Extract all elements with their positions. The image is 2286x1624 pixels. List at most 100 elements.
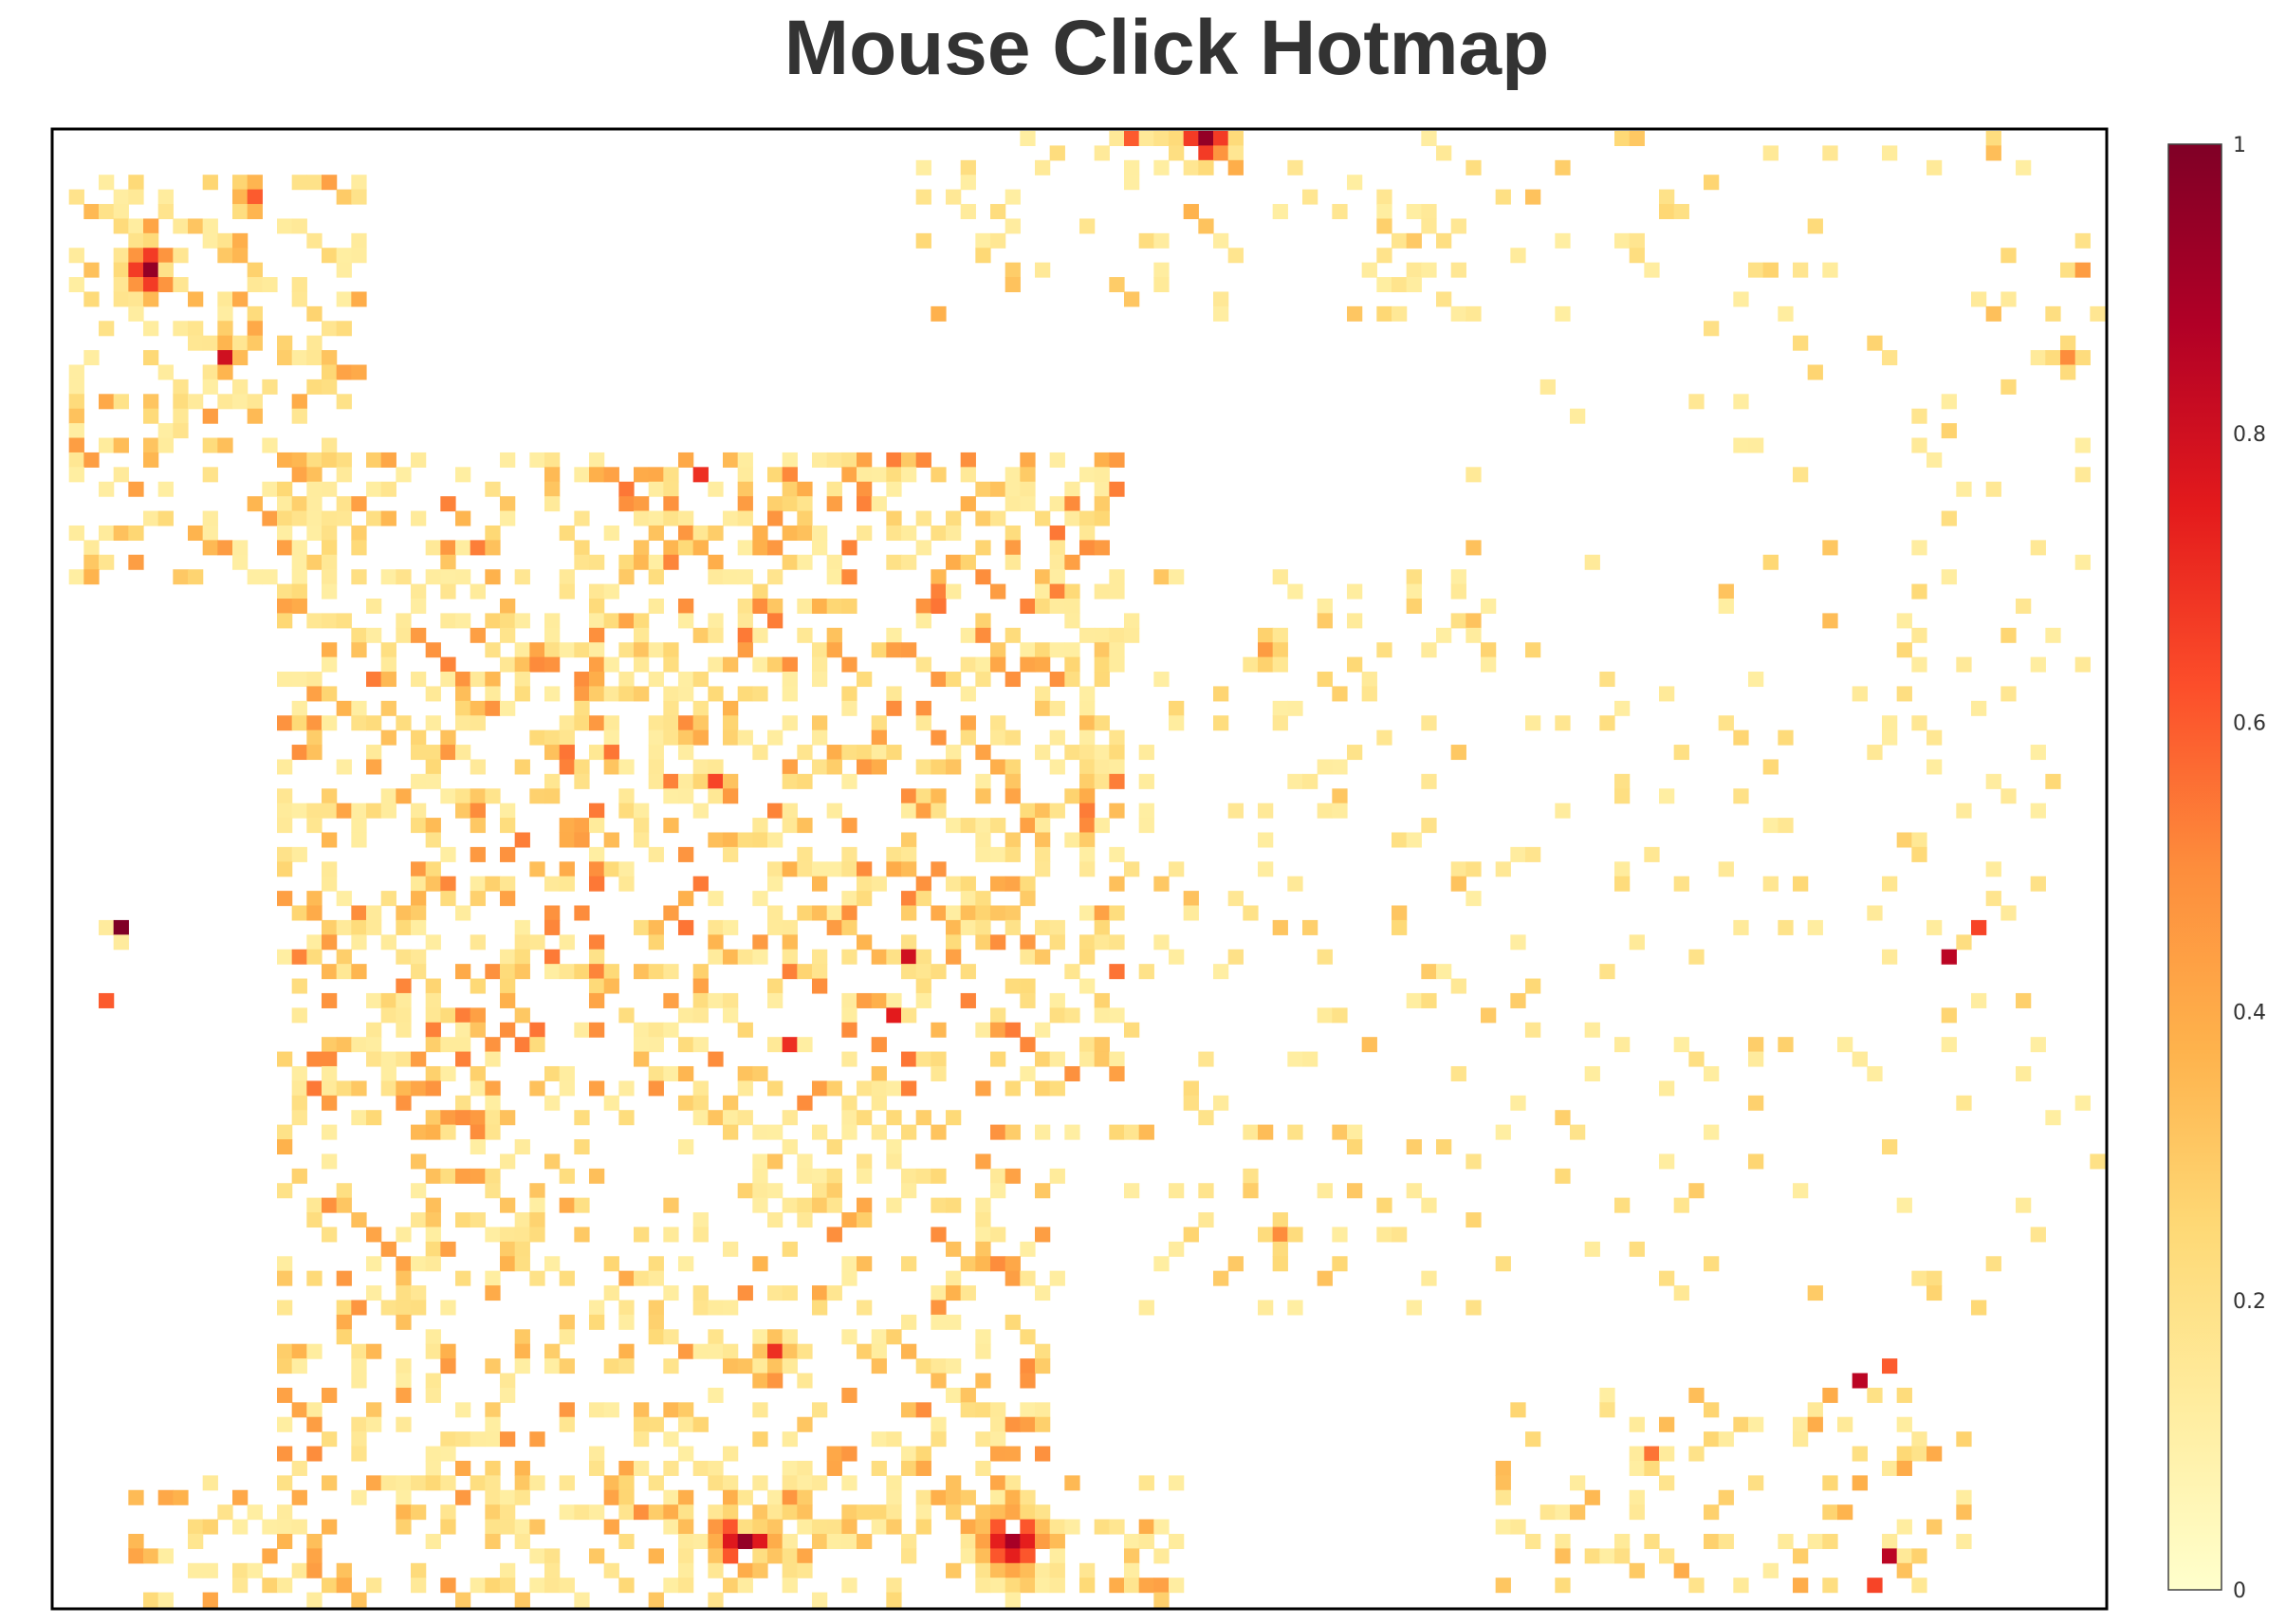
heatmap-cell	[1867, 1387, 1883, 1403]
heatmap-cell	[1911, 832, 1927, 848]
heatmap-cell	[291, 350, 307, 366]
heatmap-cell	[678, 1533, 694, 1549]
heatmap-cell	[1911, 540, 1927, 556]
heatmap-cell	[1495, 1460, 1511, 1476]
heatmap-cell	[1183, 905, 1199, 921]
heatmap-cell	[366, 1256, 382, 1272]
heatmap-cell	[603, 1358, 619, 1375]
heatmap-cell	[396, 905, 412, 921]
heatmap-cell	[1941, 1037, 1957, 1053]
heatmap-cell	[202, 218, 218, 234]
heatmap-cell	[767, 656, 784, 673]
heatmap-cell	[277, 1504, 293, 1521]
heatmap-cell	[396, 1007, 412, 1024]
heatmap-cell	[886, 1007, 902, 1024]
heatmap-cell	[455, 1431, 471, 1448]
heatmap-cell	[425, 1475, 441, 1491]
heatmap-cell	[113, 262, 129, 278]
heatmap-cell	[737, 627, 753, 643]
heatmap-cell	[634, 1416, 650, 1432]
heatmap-cell	[1005, 1592, 1021, 1608]
heatmap-cell	[826, 452, 842, 468]
heatmap-cell	[990, 1519, 1006, 1535]
heatmap-cell	[723, 1548, 739, 1564]
heatmap-cell	[782, 803, 798, 819]
heatmap-cell	[411, 452, 427, 468]
heatmap-cell	[1005, 1124, 1021, 1140]
heatmap-cell	[485, 1037, 501, 1053]
heatmap-cell	[277, 452, 293, 468]
heatmap-cell	[589, 745, 605, 761]
heatmap-cell	[366, 1022, 382, 1038]
heatmap-cell	[1718, 861, 1734, 877]
heatmap-cell	[589, 583, 605, 600]
heatmap-cell	[1332, 204, 1348, 220]
heatmap-cell	[574, 554, 590, 570]
heatmap-cell	[366, 992, 382, 1008]
heatmap-cell	[544, 1548, 561, 1564]
heatmap-cell	[396, 1270, 412, 1286]
heatmap-cell	[514, 1592, 530, 1608]
heatmap-cell	[1778, 818, 1794, 834]
heatmap-cell	[1555, 1110, 1571, 1126]
heatmap-cell	[1956, 1489, 1972, 1505]
heatmap-cell	[767, 1037, 784, 1053]
heatmap-cell	[886, 1578, 902, 1594]
heatmap-cell	[826, 745, 842, 761]
heatmap-cell	[1138, 131, 1154, 147]
heatmap-cell	[173, 378, 189, 395]
heatmap-cell	[886, 510, 902, 526]
heatmap-cell	[692, 1416, 709, 1432]
heatmap-cell	[618, 672, 635, 688]
heatmap-cell	[1094, 452, 1110, 468]
heatmap-cell	[752, 1533, 768, 1549]
heatmap-cell	[1941, 423, 1957, 439]
heatmap-cell	[440, 583, 456, 600]
heatmap-cell	[1035, 1022, 1051, 1038]
heatmap-cell	[857, 525, 873, 541]
heatmap-cell	[648, 1022, 664, 1038]
heatmap-cell	[455, 1051, 471, 1067]
heatmap-cell	[1169, 1475, 1185, 1491]
heatmap-cell	[1198, 1183, 1214, 1199]
heatmap-cell	[291, 905, 307, 921]
heatmap-cell	[500, 818, 516, 834]
heatmap-cell	[1183, 131, 1199, 147]
heatmap-cell	[380, 934, 396, 950]
heatmap-cell	[1005, 525, 1021, 541]
heatmap-cell	[1599, 1402, 1615, 1418]
heatmap-cell	[1020, 891, 1036, 907]
heatmap-cell	[1005, 1168, 1021, 1184]
heatmap-cell	[692, 1285, 709, 1301]
heatmap-cell	[1153, 934, 1170, 950]
heatmap-cell	[1124, 861, 1140, 877]
heatmap-cell	[678, 715, 694, 731]
heatmap-cell	[396, 1475, 412, 1491]
heatmap-cell	[1525, 189, 1541, 205]
heatmap-cell	[1896, 1387, 1912, 1403]
colorbar-ticks: 00.20.40.60.81	[2233, 134, 2266, 1603]
heatmap-cell	[529, 1548, 545, 1564]
heatmap-cell	[841, 773, 857, 789]
heatmap-cell	[782, 1562, 798, 1578]
heatmap-cell	[812, 1285, 828, 1301]
heatmap-cell	[291, 408, 307, 424]
heatmap-cell	[544, 627, 561, 643]
heatmap-cell	[2074, 350, 2091, 366]
heatmap-cell	[1911, 1270, 1927, 1286]
heatmap-cell	[1020, 1519, 1036, 1535]
heatmap-cell	[975, 818, 991, 834]
heatmap-cell	[1317, 949, 1333, 965]
heatmap-cell	[603, 978, 619, 994]
heatmap-cell	[559, 876, 575, 892]
heatmap-cell	[752, 627, 768, 643]
heatmap-cell	[797, 773, 813, 789]
heatmap-cell	[1896, 1562, 1912, 1578]
heatmap-cell	[812, 1080, 828, 1097]
heatmap-cell	[1793, 262, 1809, 278]
heatmap-cell	[1762, 759, 1779, 775]
heatmap-cell	[322, 613, 338, 629]
heatmap-cell	[143, 248, 159, 264]
heatmap-cell	[826, 554, 842, 570]
heatmap-cell	[1347, 613, 1363, 629]
